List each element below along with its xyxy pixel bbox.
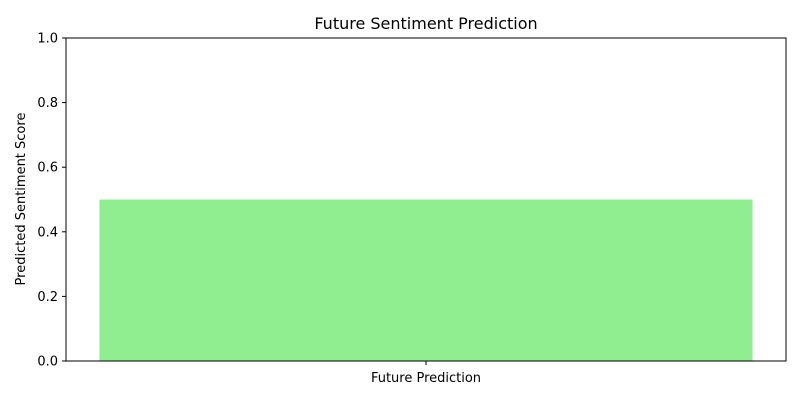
x-tick-label: Future Prediction xyxy=(371,371,481,386)
y-tick-label: 0.4 xyxy=(37,225,58,240)
plot-area-frame xyxy=(65,37,787,362)
y-axis-ticks: 0.0 0.2 0.4 0.6 0.8 1.0 xyxy=(37,32,66,370)
y-tick-label: 0.8 xyxy=(37,96,58,111)
chart-title: Future Sentiment Prediction xyxy=(314,14,537,33)
y-tick-label: 0.0 xyxy=(37,355,58,370)
y-axis-label: Predicted Sentiment Score xyxy=(14,113,29,286)
y-tick-label: 0.6 xyxy=(37,161,58,176)
x-axis-ticks: Future Prediction xyxy=(371,361,481,386)
bar xyxy=(99,199,753,361)
bars-group xyxy=(99,199,753,361)
y-tick-label: 1.0 xyxy=(37,32,58,47)
y-tick-label: 0.2 xyxy=(37,290,58,305)
